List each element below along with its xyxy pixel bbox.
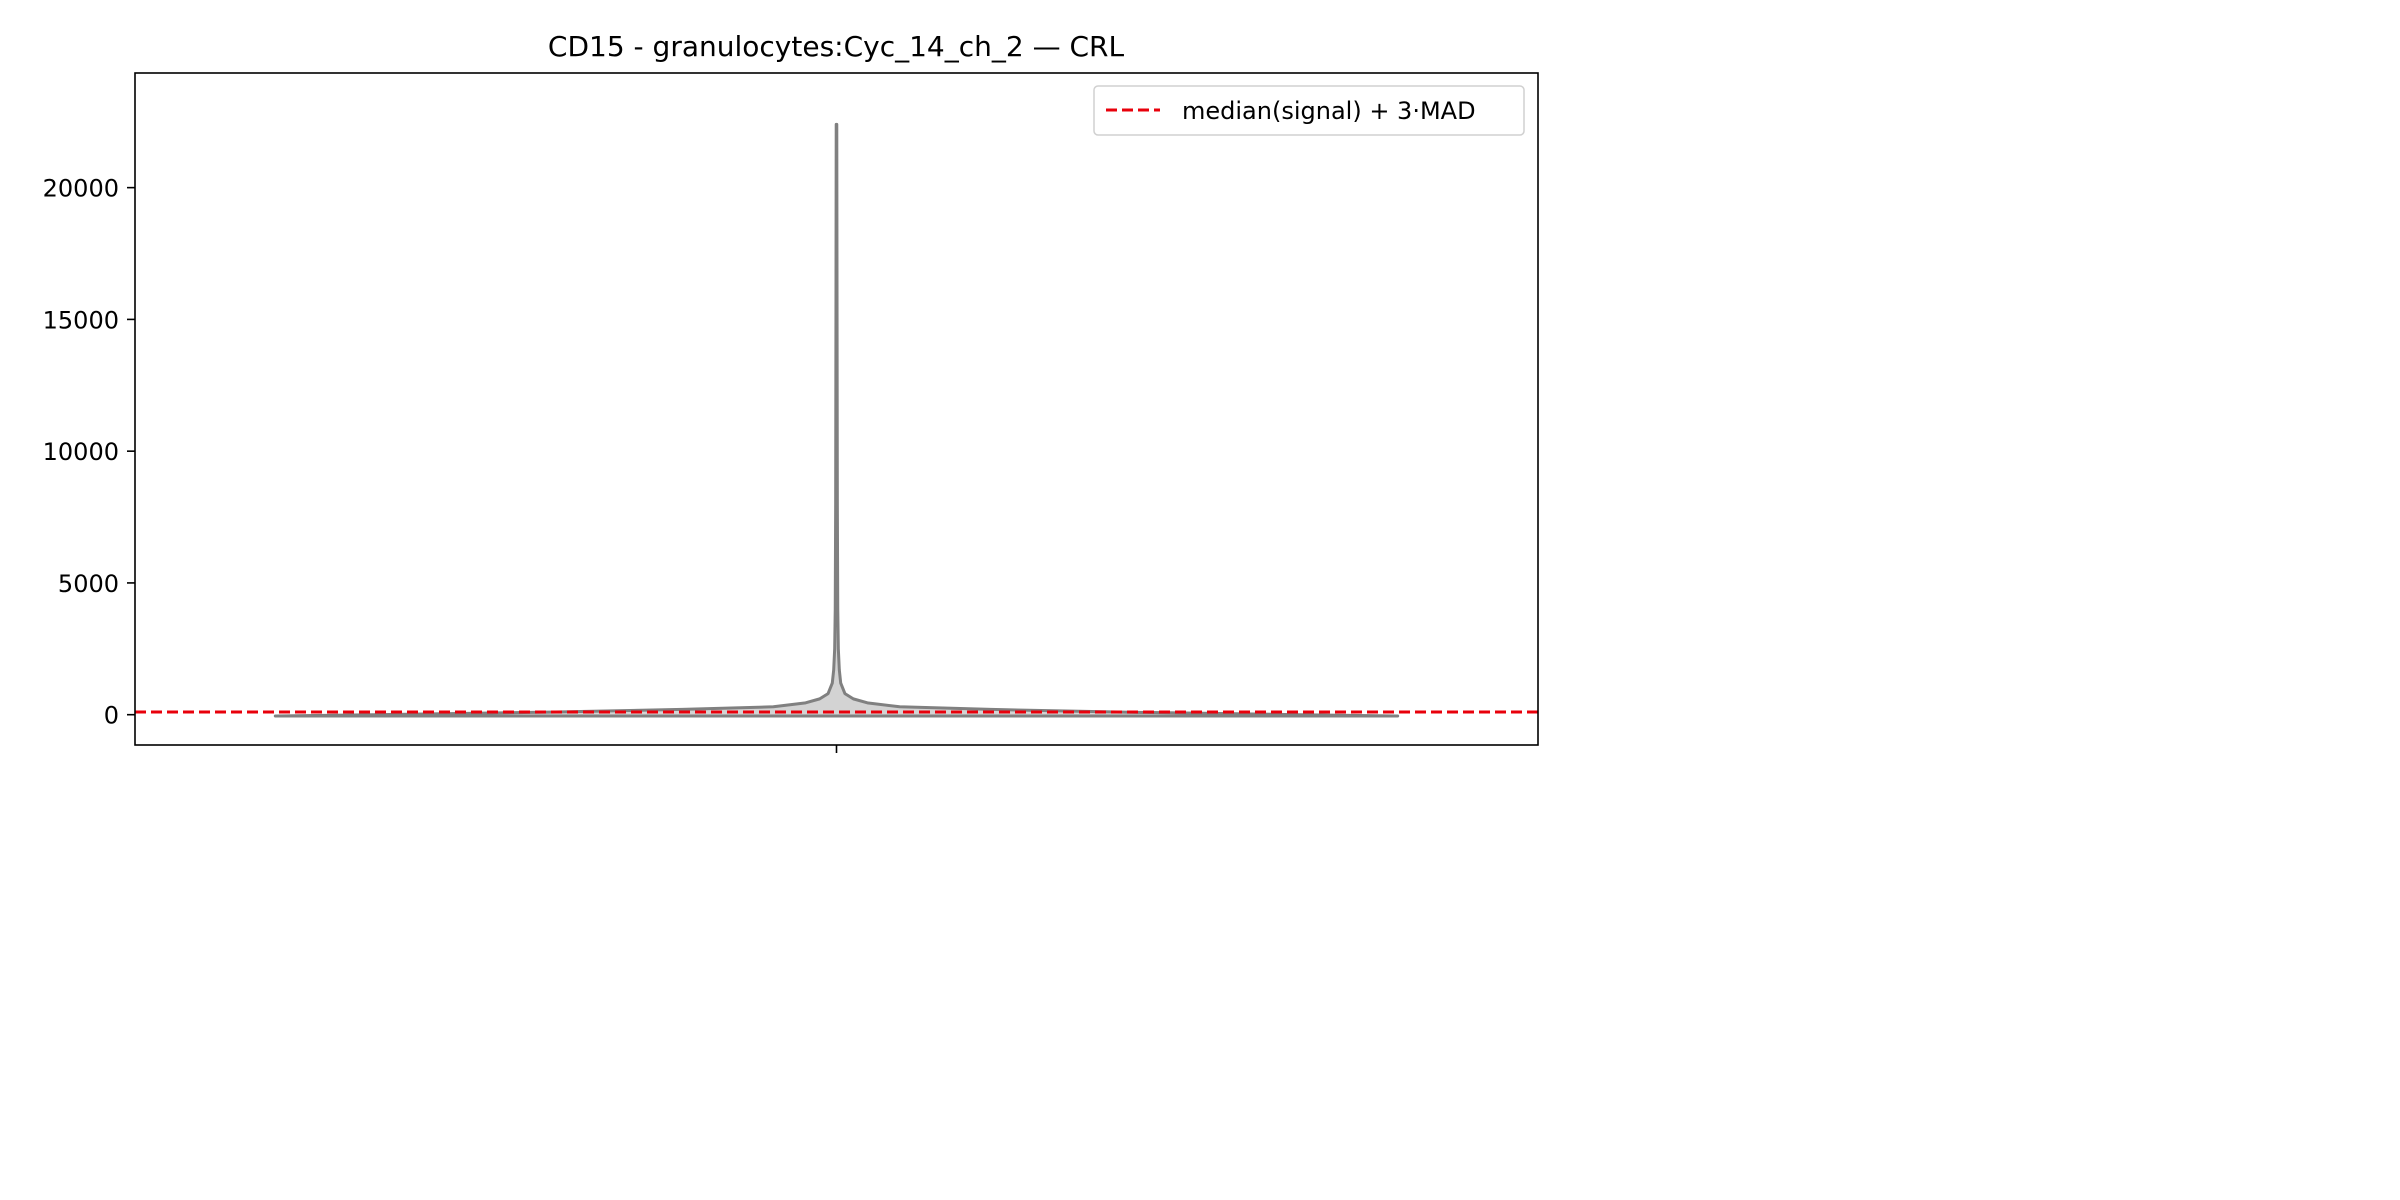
chart-figure: CD15 - granulocytes:Cyc_14_ch_2 — CRL 0 5…: [0, 0, 1568, 784]
legend-threshold-label: median(signal) + 3·MAD: [1182, 97, 1476, 125]
y-tick-label: 10000: [43, 438, 119, 466]
y-tick-label: 5000: [58, 570, 119, 598]
chart-title: CD15 - granulocytes:Cyc_14_ch_2 — CRL: [548, 30, 1125, 63]
y-tick-label: 20000: [43, 175, 119, 203]
violin-body: [273, 122, 1400, 718]
y-tick-label: 15000: [43, 306, 119, 334]
y-axis: 0 5000 10000 15000 20000: [43, 175, 135, 730]
y-tick-label: 0: [104, 702, 119, 730]
chart-svg: CD15 - granulocytes:Cyc_14_ch_2 — CRL 0 5…: [43, 30, 1539, 753]
legend-box: [1093, 85, 1525, 136]
violin-layer: [273, 122, 1400, 718]
legend: median(signal) + 3·MAD: [1093, 85, 1525, 136]
